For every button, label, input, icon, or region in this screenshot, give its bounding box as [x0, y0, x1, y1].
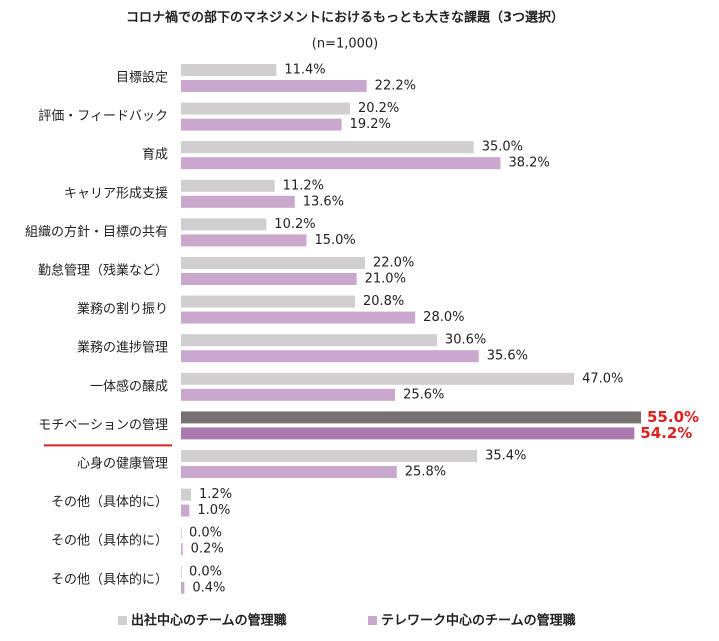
- category-label: 評価・フィードバック: [38, 109, 168, 124]
- value-label: 25.8%: [405, 465, 446, 480]
- value-label: 38.2%: [508, 156, 549, 171]
- bar: [181, 295, 355, 308]
- value-label: 35.6%: [487, 349, 528, 364]
- category-label: その他（具体的に）: [51, 571, 168, 587]
- legend-label: 出社中心のチームの管理職: [131, 613, 287, 629]
- bar: [181, 488, 192, 501]
- value-label: 1.0%: [197, 503, 230, 518]
- legend-swatch: [368, 616, 377, 625]
- legend-label: テレワーク中心のチームの管理職: [381, 613, 576, 629]
- value-label: 35.4%: [485, 449, 526, 464]
- value-label: 15.0%: [314, 233, 355, 248]
- value-label: 21.0%: [365, 272, 406, 287]
- bar: [181, 195, 295, 208]
- bar: [181, 427, 635, 440]
- bar: [181, 218, 267, 231]
- value-label: 13.6%: [303, 194, 344, 209]
- category-label: 業務の割り振り: [77, 301, 168, 317]
- category-label: 組織の方針・目標の共有: [25, 224, 168, 240]
- legend-swatch: [118, 616, 127, 625]
- category-label: 育成: [142, 147, 168, 163]
- value-label: 10.2%: [274, 217, 315, 232]
- bar: [181, 581, 185, 594]
- value-label: 47.0%: [582, 371, 623, 386]
- value-label: 11.2%: [283, 178, 324, 193]
- value-label: 19.2%: [350, 117, 391, 132]
- category-label: 勤怠管理（残業など）: [38, 263, 168, 279]
- bar: [181, 350, 479, 363]
- value-label: 35.0%: [482, 140, 523, 155]
- bar: [181, 273, 357, 285]
- bar: [181, 257, 365, 269]
- bar: [181, 102, 350, 115]
- bar: [181, 311, 416, 324]
- chart-subtitle: (n=1,000): [312, 37, 379, 52]
- category-label: キャリア形成支援: [64, 186, 168, 201]
- value-label: 0.0%: [189, 526, 222, 541]
- value-label: 0.4%: [192, 580, 225, 595]
- value-label: 1.2%: [199, 487, 232, 502]
- value-label: 28.0%: [423, 310, 464, 325]
- value-label: 20.8%: [363, 294, 404, 309]
- chart-title: コロナ禍での部下のマネジメントにおけるもっとも大きな課題（3つ選択）: [126, 10, 564, 26]
- value-label: 22.0%: [373, 256, 414, 271]
- bar: [181, 450, 478, 462]
- bar: [181, 504, 190, 517]
- value-label: 22.2%: [375, 79, 416, 94]
- category-label: その他（具体的に）: [51, 494, 168, 510]
- category-label: その他（具体的に）: [51, 533, 168, 549]
- value-label: 0.0%: [189, 564, 222, 579]
- value-label: 54.2%: [640, 424, 692, 442]
- value-label: 11.4%: [284, 63, 325, 78]
- bar: [181, 334, 437, 347]
- bar: [181, 179, 275, 192]
- bar: [181, 157, 501, 170]
- bar: [181, 372, 575, 385]
- category-label: 業務の進捗管理: [77, 340, 168, 356]
- bar: [181, 543, 183, 556]
- value-label: 25.6%: [403, 387, 444, 402]
- bar: [181, 527, 182, 540]
- bar: [181, 565, 182, 578]
- value-label: 30.6%: [445, 333, 486, 348]
- category-label: モチベーションの管理: [38, 418, 168, 433]
- bar: [181, 388, 396, 401]
- bar: [181, 118, 342, 131]
- value-label: 0.2%: [191, 542, 224, 557]
- bar: [181, 141, 474, 154]
- bar: [181, 64, 277, 76]
- value-label: 55.0%: [647, 408, 699, 426]
- bar: [181, 234, 307, 247]
- bar: [181, 466, 397, 478]
- bar: [181, 411, 641, 424]
- value-label: 20.2%: [358, 101, 399, 116]
- category-label: 心身の健康管理: [77, 456, 168, 472]
- bar: [181, 80, 367, 92]
- category-label: 目標設定: [116, 70, 168, 86]
- category-label: 一体感の醸成: [90, 378, 168, 394]
